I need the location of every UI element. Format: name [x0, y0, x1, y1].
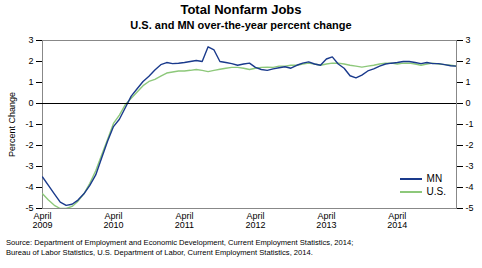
svg-text:April2012: April2012: [245, 211, 265, 230]
svg-text:-2: -2: [466, 140, 474, 150]
html-text:Source: Department of Employme: Source: Department of Employment and Eco…: [6, 238, 354, 257]
html-text:U.S.: U.S.: [426, 186, 446, 197]
svg-text:3: 3: [466, 35, 471, 45]
svg-text:-4: -4: [25, 182, 33, 192]
svg-text:-5: -5: [25, 203, 33, 213]
html-text:U.S. and MN over-the-year perc: U.S. and MN over-the-year percent change: [130, 19, 352, 31]
svg-text:2: 2: [28, 56, 33, 66]
svg-text:-4: -4: [466, 182, 474, 192]
svg-text:April2011: April2011: [175, 211, 194, 230]
svg-text:1: 1: [466, 77, 471, 87]
svg-text:April2014: April2014: [387, 211, 407, 230]
svg-text:-1: -1: [25, 119, 33, 129]
svg-text:2: 2: [466, 56, 471, 66]
svg-text:-3: -3: [466, 161, 474, 171]
html-text:MN: MN: [426, 173, 443, 184]
svg-text:0: 0: [466, 98, 471, 108]
svg-text:-3: -3: [25, 161, 33, 171]
svg-text:1: 1: [28, 77, 33, 87]
svg-text:April2009: April2009: [32, 211, 52, 230]
svg-text:0: 0: [28, 98, 33, 108]
svg-text:-5: -5: [466, 203, 474, 213]
svg-text:Percent Change: Percent Change: [7, 92, 17, 157]
svg-text:April2013: April2013: [316, 211, 336, 230]
svg-text:3: 3: [28, 35, 33, 45]
svg-text:-2: -2: [25, 140, 33, 150]
svg-text:-1: -1: [466, 119, 474, 129]
svg-text:April2010: April2010: [103, 211, 123, 230]
html-text:Total Nonfarm Jobs: Total Nonfarm Jobs: [180, 2, 302, 17]
